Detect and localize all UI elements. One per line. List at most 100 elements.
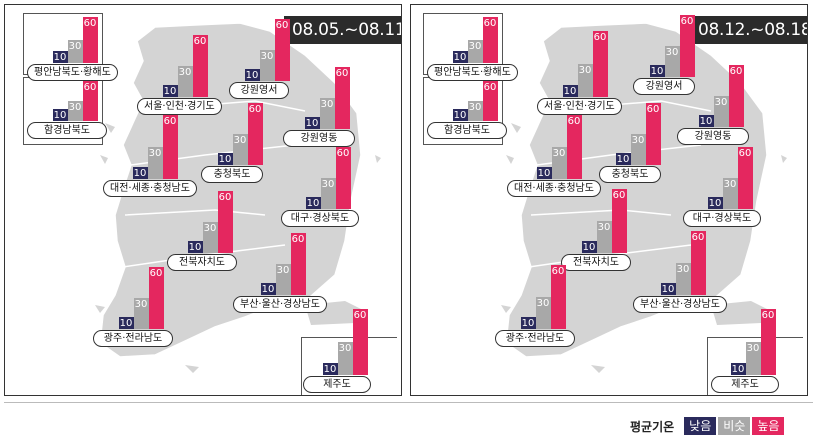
bar-high: 60 — [737, 147, 753, 209]
bar-high: 60 — [274, 19, 290, 81]
bar-low: 10 — [649, 65, 665, 77]
bar-high: 60 — [690, 231, 706, 295]
bar-low: 10 — [562, 85, 578, 97]
region-busan: 10 30 60 부산·울산·경상남도 — [633, 231, 727, 313]
bar-mid: 30 — [630, 134, 646, 165]
bar-high: 60 — [352, 309, 368, 375]
region-name-label: 강원영서 — [633, 78, 695, 95]
bar-high: 60 — [611, 189, 627, 253]
region-chungbuk: 10 30 60 충청북도 — [599, 103, 661, 183]
legend: 평균기온 낮음 비슷 높음 — [630, 416, 785, 436]
region-name-label: 광주·전라남도 — [93, 330, 173, 347]
region-jeju: 10 30 60 제주도 — [303, 309, 371, 393]
region-name-label: 전북자치도 — [167, 254, 237, 271]
region-name-label: 서울·인천·경기도 — [537, 98, 622, 115]
bar-high: 60 — [148, 267, 164, 329]
bar-mid: 30 — [722, 178, 738, 209]
region-name-label: 강원영서 — [229, 82, 289, 99]
bar-mid: 30 — [745, 342, 761, 375]
bar-low: 10 — [615, 153, 631, 165]
region-daejeon: 10 30 60 대전·세종·충청남도 — [507, 115, 601, 197]
bar-low: 10 — [536, 167, 552, 179]
region-name-label: 전북자치도 — [561, 254, 631, 271]
bar-mid: 30 — [67, 101, 83, 121]
bar-mid: 30 — [67, 40, 83, 63]
region-seoul: 10 30 60 서울·인천·경기도 — [137, 35, 222, 115]
bar-high: 60 — [550, 265, 566, 329]
bar-low: 10 — [244, 69, 260, 81]
bar-mid: 30 — [319, 98, 335, 129]
region-pyeongnam: 10 30 60 평안남북도·황해도 — [427, 17, 518, 81]
region-name-label: 제주도 — [711, 376, 779, 393]
bar-high: 60 — [482, 81, 498, 121]
bar-low: 10 — [452, 51, 468, 63]
bar-mid: 30 — [133, 298, 149, 329]
region-name-label: 부산·울산·경상남도 — [233, 296, 327, 313]
region-chungbuk: 10 30 60 충청북도 — [201, 103, 263, 183]
bar-low: 10 — [118, 317, 134, 329]
bar-low: 10 — [52, 109, 68, 121]
bar-mid: 30 — [259, 50, 275, 81]
region-name-label: 서울·인천·경기도 — [137, 98, 222, 115]
legend-item-similar: 비슷 — [718, 417, 751, 435]
region-hamgyeong: 10 30 60 함경남북도 — [427, 81, 507, 139]
jeju-inset — [301, 337, 397, 395]
bar-mid: 30 — [467, 40, 483, 63]
bar-mid: 30 — [337, 342, 353, 375]
region-hamgyeong: 10 30 60 함경남북도 — [27, 81, 107, 139]
bar-mid: 30 — [535, 297, 551, 329]
region-name-label: 함경남북도 — [27, 122, 107, 139]
bar-low: 10 — [217, 153, 233, 165]
region-name-label: 평안남북도·황해도 — [27, 64, 118, 81]
region-name-label: 강원영동 — [283, 130, 355, 147]
bar-low: 10 — [52, 51, 68, 63]
legend-title: 평균기온 — [630, 419, 675, 434]
bar-mid: 30 — [232, 134, 248, 165]
region-pyeongnam: 10 30 60 평안남북도·황해도 — [27, 17, 118, 81]
bar-high: 60 — [592, 31, 608, 97]
bar-mid: 30 — [596, 221, 612, 253]
legend-item-high: 높음 — [752, 417, 785, 435]
bar-low: 10 — [660, 283, 676, 295]
bar-mid: 30 — [664, 46, 680, 77]
jeju-inset — [707, 337, 803, 395]
region-jeju: 10 30 60 제주도 — [711, 309, 779, 393]
region-name-label: 강원영동 — [677, 128, 749, 145]
region-name-label: 제주도 — [303, 376, 371, 393]
region-gangwon-west: 10 30 60 강원영서 — [633, 15, 695, 95]
bar-low: 10 — [132, 167, 148, 179]
bar-high: 60 — [335, 147, 351, 209]
bar-high: 60 — [192, 35, 208, 97]
forecast-panel-week2: 08.12.~08.18. 10 30 60 평안남북도·황해도 10 30 60 함경남북… — [410, 4, 808, 396]
region-name-label: 대전·세종·충청남도 — [103, 180, 197, 197]
bar-high: 60 — [162, 115, 178, 179]
region-daejeon: 10 30 60 대전·세종·충청남도 — [103, 115, 197, 197]
bar-mid: 30 — [713, 96, 729, 127]
bar-mid: 30 — [147, 147, 163, 179]
region-seoul: 10 30 60 서울·인천·경기도 — [537, 31, 622, 115]
bar-mid: 30 — [320, 178, 336, 209]
bar-high: 60 — [566, 115, 582, 179]
bar-low: 10 — [698, 115, 714, 127]
bar-high: 60 — [247, 103, 263, 165]
region-name-label: 평안남북도·황해도 — [427, 64, 518, 81]
bar-mid: 30 — [177, 66, 193, 97]
bar-mid: 30 — [577, 64, 593, 97]
region-gwangju: 10 30 60 광주·전라남도 — [93, 267, 173, 347]
footer-divider — [4, 402, 813, 403]
bar-high: 60 — [728, 65, 744, 127]
bar-high: 60 — [217, 191, 233, 253]
bar-low: 10 — [707, 197, 723, 209]
forecast-panel-week1: 08.05.~08.11. 10 30 60 평안남북도·황해도 10 30 60 함경남북… — [4, 4, 402, 396]
bar-low: 10 — [452, 109, 468, 121]
bar-low: 10 — [304, 117, 320, 129]
bar-low: 10 — [730, 363, 746, 375]
bar-low: 10 — [322, 363, 338, 375]
bar-low: 10 — [162, 85, 178, 97]
region-jeonbuk: 10 30 60 전북자치도 — [167, 191, 237, 271]
region-gangwon-east: 10 30 60 강원영동 — [677, 65, 749, 145]
region-gwangju: 10 30 60 광주·전라남도 — [495, 265, 575, 347]
bar-high: 60 — [334, 67, 350, 129]
region-name-label: 충청북도 — [201, 166, 263, 183]
region-name-label: 부산·울산·경상남도 — [633, 296, 727, 313]
